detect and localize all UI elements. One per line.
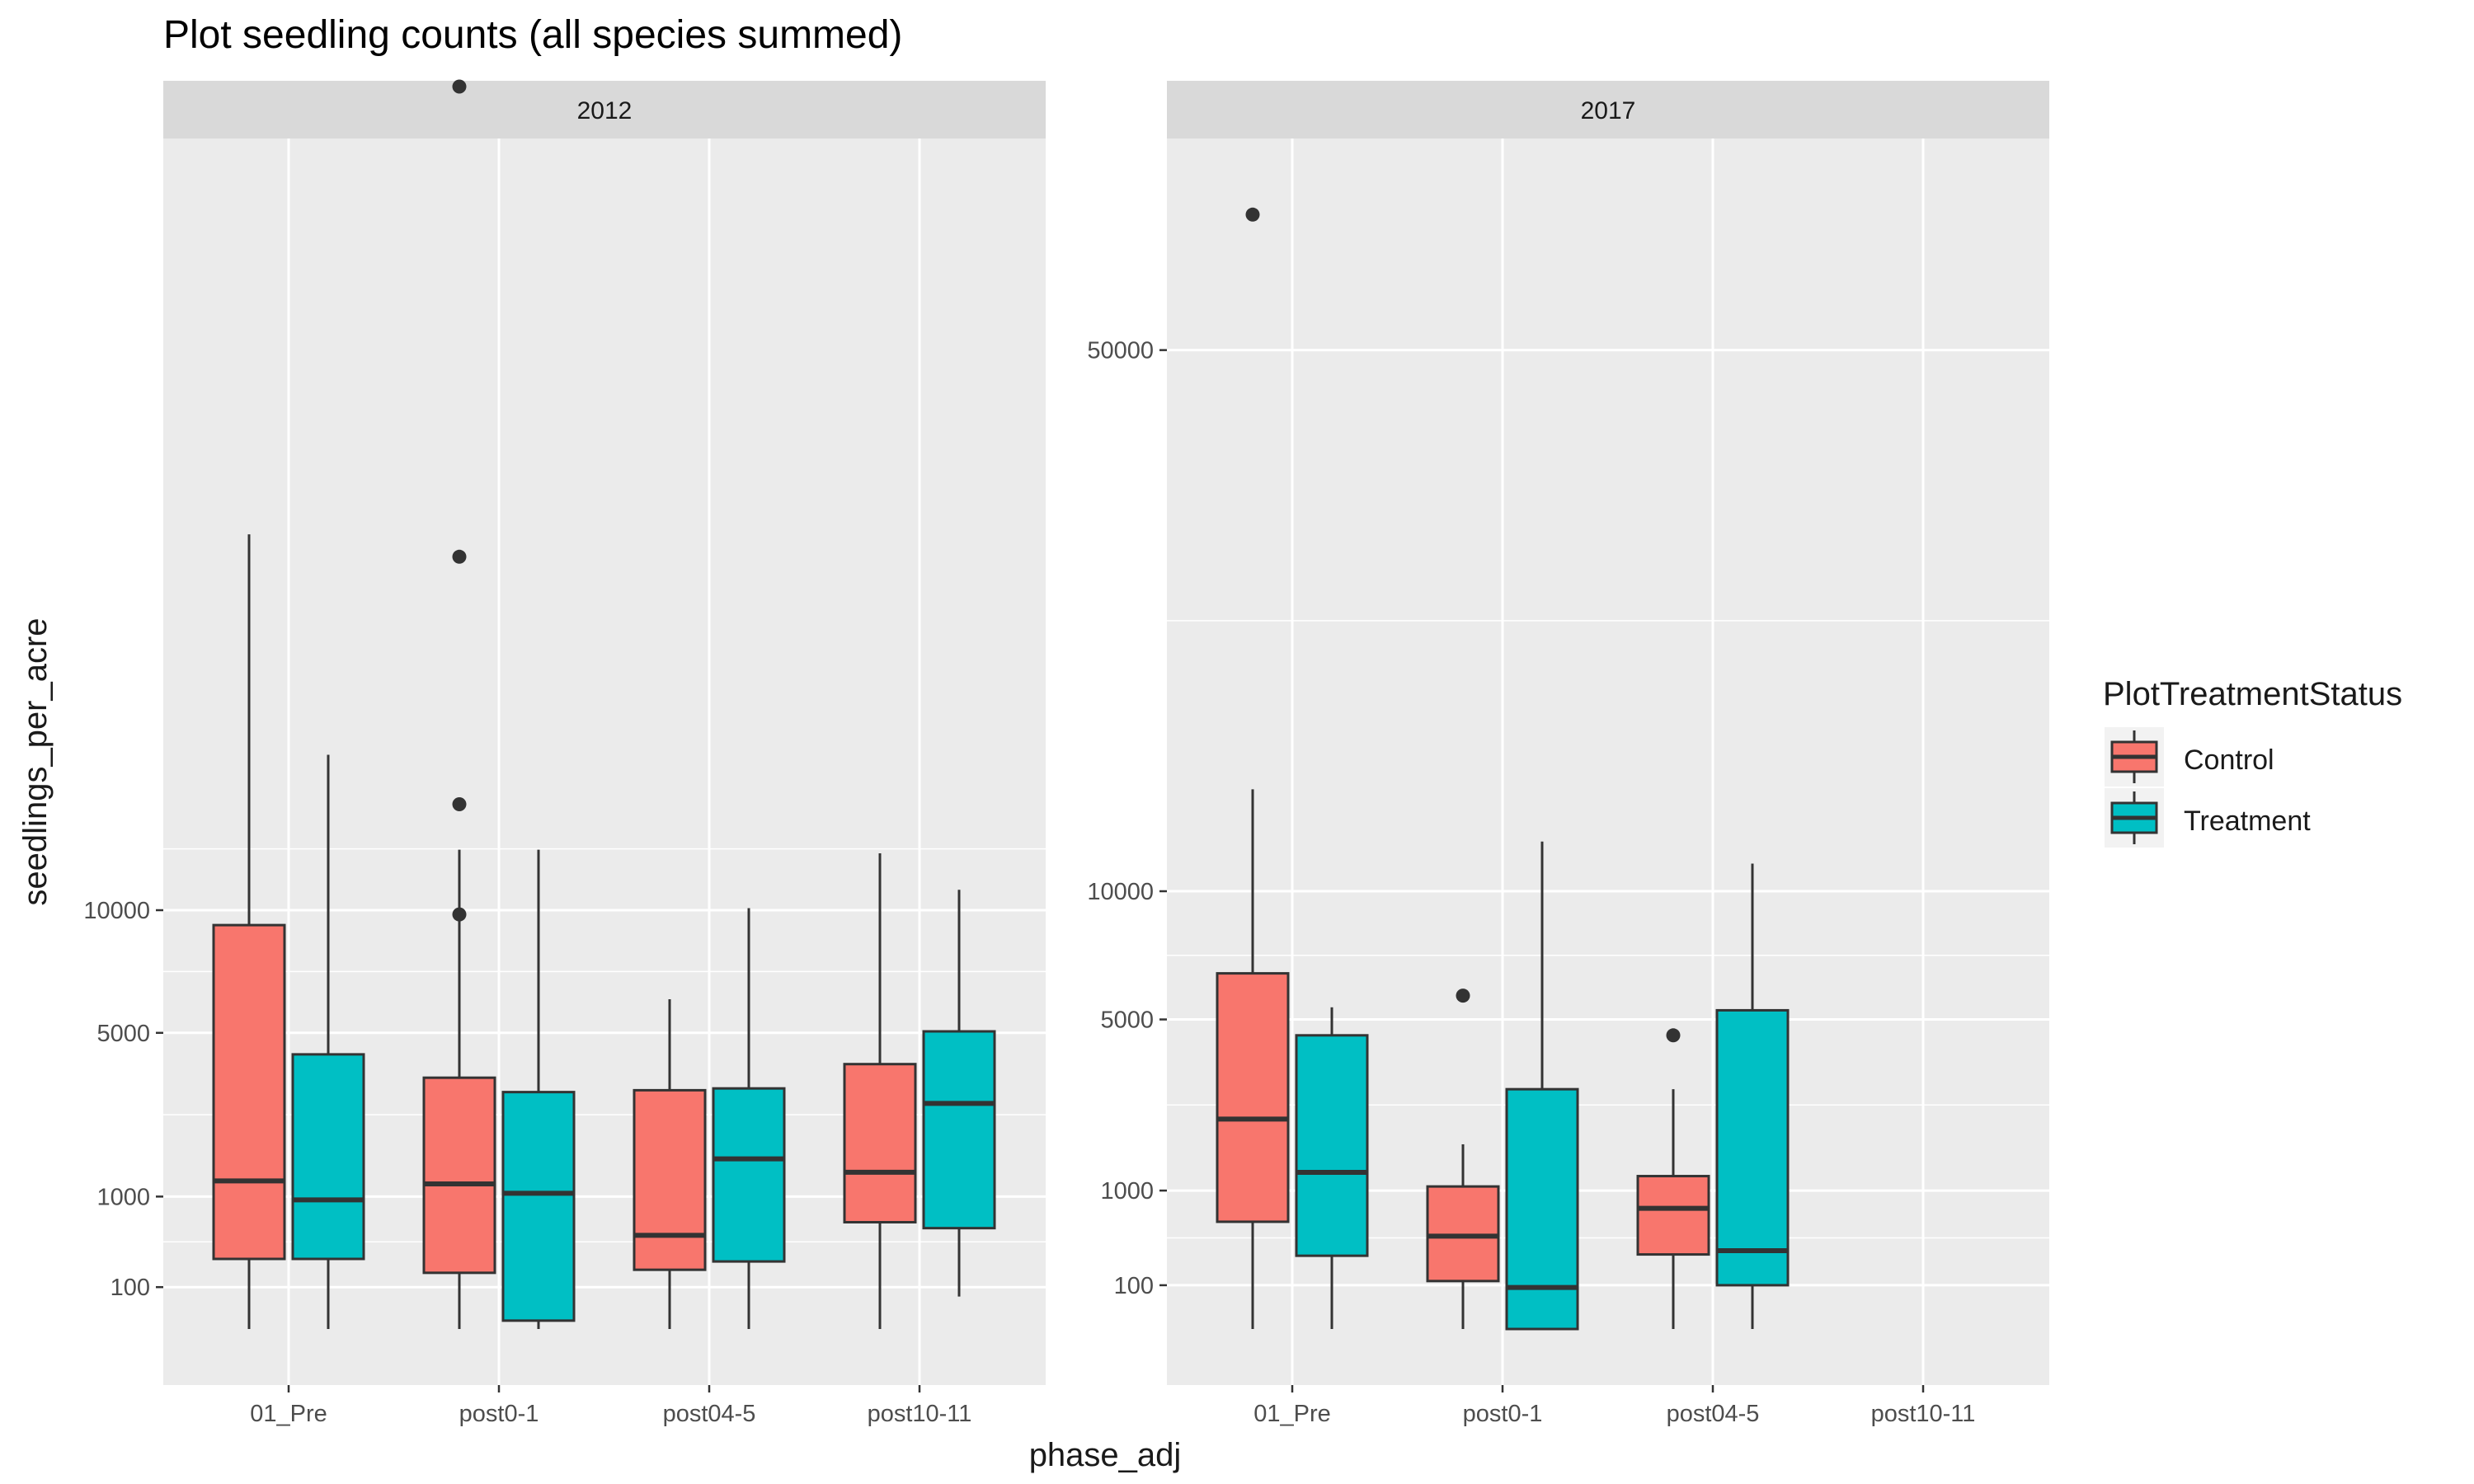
x-axis-2017: 01_Pre post0-1 post04-5 post10-11 [1253,1385,1975,1427]
strip-2012-background [163,81,1046,139]
x-tick-label-2012-post10-11: post10-11 [868,1401,972,1427]
legend-label-control: Control [2184,744,2274,776]
y-tick-label-2017-5000: 5000 [1100,1007,1154,1034]
outlier-point-2012-post0-1-control-2 [452,549,467,564]
iqr-box-2012-post10-11-control [843,1063,917,1223]
y-tick-label-2012-10000: 10000 [83,898,150,924]
x-tick-label-2012-post04-5: post04-5 [663,1401,756,1427]
box-2017-post04-5-treatment [1715,863,1790,1329]
box-2012-01-pre-treatment [291,754,365,1329]
box-2012-post04-5-treatment [712,908,786,1329]
iqr-box-2012-post10-11-treatment [922,1030,996,1230]
y-tick-label-2017-50000: 50000 [1087,338,1154,364]
outlier-point-2017-post04-5-control-0 [1666,1028,1681,1043]
outlier-point-2012-post0-1-control-3 [452,79,467,94]
iqr-box-2017-01-pre-treatment [1295,1034,1369,1257]
box-2017-01-pre-control [1216,207,1290,1329]
iqr-box-2012-01-pre-control [212,923,286,1261]
y-axis-2017: 100 1000 5000 10000 50000 [1087,338,1167,1299]
strip-2017-label: 2017 [1581,97,1636,124]
x-tick-label-2017-post10-11: post10-11 [1871,1401,1976,1427]
iqr-box-2017-01-pre-control [1216,972,1290,1223]
y-tick-label-2017-1000: 1000 [1100,1178,1154,1205]
legend: PlotTreatmentStatus Control Treatment [2103,676,2402,848]
box-2012-post0-1-control [422,79,496,1329]
box-2012-01-pre-control [212,534,286,1329]
iqr-box-2017-post04-5-control [1636,1175,1710,1256]
legend-title: PlotTreatmentStatus [2103,676,2402,712]
x-tick-label-2017-post04-5: post04-5 [1667,1401,1760,1427]
y-tick-label-2017-10000: 10000 [1087,879,1154,905]
gridlines-2017 [1167,139,2049,1385]
box-2012-post10-11-treatment [922,890,996,1297]
boxes-2017 [1216,207,1790,1331]
x-tick-label-2012-post0-1: post0-1 [459,1401,539,1427]
iqr-box-2017-post0-1-treatment [1505,1087,1579,1331]
iqr-box-2017-post04-5-treatment [1715,1008,1790,1287]
box-2012-post10-11-control [843,853,917,1329]
outlier-point-2017-post0-1-control-0 [1456,989,1470,1003]
legend-key-treatment [2105,788,2164,848]
box-2017-01-pre-treatment [1295,1007,1369,1329]
iqr-box-2012-post04-5-treatment [712,1087,786,1263]
x-axis-title: phase_adj [1029,1437,1182,1473]
iqr-box-2012-post04-5-control [633,1088,707,1271]
strip-2012-label: 2012 [577,97,633,124]
y-tick-label-2012-100: 100 [111,1275,150,1301]
y-tick-label-2012-5000: 5000 [96,1021,150,1047]
y-axis-2012: 100 1000 5000 10000 [83,898,163,1301]
box-2017-post04-5-control [1636,1028,1710,1329]
legend-label-treatment: Treatment [2184,805,2311,837]
panel-2017: 2017 100 1000 5000 10000 50000 01_Pre post0-1… [1087,81,2049,1427]
boxes-2012 [212,79,996,1329]
strip-2017-background [1167,81,2049,139]
outlier-point-2012-post0-1-control-0 [452,907,467,922]
box-2012-post04-5-control [633,999,707,1329]
y-tick-label-2017-100: 100 [1114,1273,1154,1299]
box-2017-post0-1-control [1426,989,1500,1329]
y-tick-label-2012-1000: 1000 [96,1184,150,1210]
box-2017-post0-1-treatment [1505,841,1579,1331]
legend-key-control [2105,727,2164,787]
x-axis-2012: 01_Pre post0-1 post04-5 post10-11 [250,1385,971,1427]
iqr-box-2012-post0-1-treatment [501,1091,576,1322]
outlier-point-2012-post0-1-control-1 [452,796,467,811]
box-2012-post0-1-treatment [501,849,576,1329]
legend-keys [2105,727,2164,848]
iqr-box-2012-post0-1-control [422,1076,496,1275]
panel-2012: 2012 100 1000 5000 10000 01_Pre post0-1 post0… [83,79,1046,1427]
x-tick-label-2012-01-pre: 01_Pre [250,1401,327,1427]
iqr-box-2012-01-pre-treatment [291,1053,365,1261]
x-tick-label-2017-01-pre: 01_Pre [1253,1401,1331,1427]
x-tick-label-2017-post0-1: post0-1 [1463,1401,1543,1427]
outlier-point-2017-01-pre-control-0 [1245,207,1260,222]
chart-title: Plot seedling counts (all species summed… [163,13,902,57]
y-axis-title: seedlings_per_acre [17,618,54,905]
